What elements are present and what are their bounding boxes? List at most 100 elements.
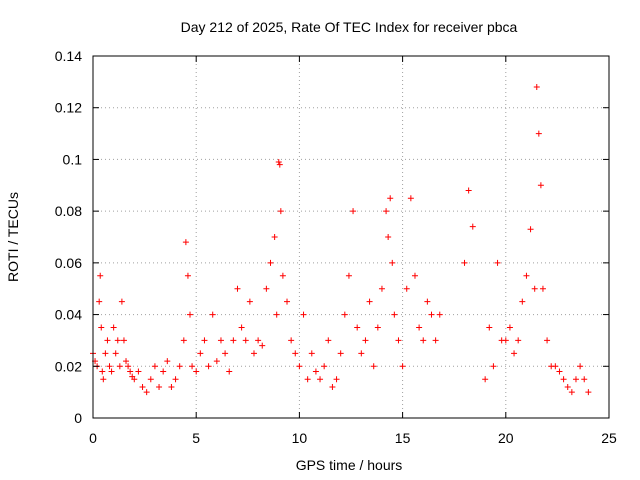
- data-point: [395, 337, 402, 344]
- data-point: [263, 285, 270, 292]
- data-point: [358, 350, 365, 357]
- data-point: [341, 311, 348, 318]
- data-point: [276, 161, 283, 168]
- data-point: [383, 208, 390, 215]
- data-point: [428, 311, 435, 318]
- data-point: [226, 368, 233, 375]
- data-point: [370, 363, 377, 370]
- data-point: [436, 311, 443, 318]
- grid-lines: [93, 56, 609, 418]
- data-point: [321, 363, 328, 370]
- data-point: [222, 350, 229, 357]
- data-point: [104, 337, 111, 344]
- data-point: [581, 376, 588, 383]
- data-point: [490, 363, 497, 370]
- y-tick-label: 0: [74, 410, 82, 426]
- data-point: [399, 363, 406, 370]
- data-point: [308, 350, 315, 357]
- data-point: [234, 285, 241, 292]
- data-point: [300, 311, 307, 318]
- data-point: [533, 84, 540, 91]
- data-point: [288, 337, 295, 344]
- data-point: [552, 363, 559, 370]
- data-point: [98, 324, 105, 331]
- data-point: [556, 368, 563, 375]
- data-point: [389, 259, 396, 266]
- data-point: [568, 389, 575, 396]
- data-point: [246, 298, 253, 305]
- data-point: [317, 376, 324, 383]
- data-point: [184, 272, 191, 279]
- data-point: [110, 324, 117, 331]
- y-tick-label: 0.08: [55, 203, 82, 219]
- data-point: [345, 272, 352, 279]
- data-point: [385, 234, 392, 240]
- data-point: [354, 324, 361, 331]
- chart-title: Day 212 of 2025, Rate Of TEC Index for r…: [181, 19, 518, 35]
- y-tick-label: 0.1: [63, 151, 83, 167]
- data-point: [277, 208, 284, 215]
- data-point: [506, 324, 513, 331]
- y-tick-label: 0.12: [55, 100, 82, 116]
- axis-ticks: 0 5 10 15 20 25 0 0.02 0.04 0.06 0.08 0.1 0.12 0.14: [55, 48, 617, 446]
- data-point: [515, 337, 522, 344]
- data-point: [564, 383, 571, 390]
- data-point: [182, 239, 189, 246]
- x-tick-label: 5: [192, 430, 200, 446]
- data-point: [187, 311, 194, 318]
- data-point: [407, 195, 414, 202]
- data-point: [96, 298, 103, 305]
- data-point: [143, 389, 150, 396]
- data-point: [486, 324, 493, 331]
- data-point: [325, 337, 332, 344]
- data-point: [114, 337, 121, 344]
- data-point: [172, 376, 179, 383]
- data-point: [156, 383, 163, 390]
- data-point: [333, 376, 340, 383]
- data-point: [259, 342, 266, 349]
- data-point: [97, 272, 104, 279]
- data-point: [378, 285, 385, 292]
- data-point: [465, 187, 472, 194]
- data-point: [374, 324, 381, 331]
- data-point: [387, 195, 394, 202]
- data-point: [304, 376, 311, 383]
- data-point: [99, 368, 106, 375]
- data-point: [432, 337, 439, 344]
- data-point: [494, 259, 501, 266]
- y-tick-label: 0.02: [55, 358, 82, 374]
- data-point: [120, 337, 127, 344]
- data-point: [511, 350, 518, 357]
- data-point: [329, 383, 336, 390]
- data-point: [242, 337, 249, 344]
- data-point: [116, 363, 123, 370]
- data-point: [193, 368, 200, 375]
- data-point: [201, 337, 208, 344]
- data-point: [537, 182, 544, 189]
- data-point: [112, 350, 119, 357]
- x-axis-label: GPS time / hours: [296, 457, 403, 473]
- data-point: [420, 337, 427, 344]
- data-point: [250, 350, 257, 357]
- y-tick-label: 0.14: [55, 48, 82, 64]
- data-point: [273, 311, 280, 318]
- data-point: [585, 389, 592, 396]
- data-point: [102, 350, 109, 357]
- data-point: [151, 363, 158, 370]
- data-point: [279, 272, 286, 279]
- data-point: [139, 383, 146, 390]
- data-point: [424, 298, 431, 305]
- x-tick-label: 15: [395, 430, 411, 446]
- data-point: [391, 311, 398, 318]
- data-point: [312, 368, 319, 375]
- data-points: [90, 84, 592, 396]
- data-point: [539, 285, 546, 292]
- data-point: [416, 324, 423, 331]
- data-point: [176, 363, 183, 370]
- data-point: [535, 130, 542, 137]
- data-point: [411, 272, 418, 279]
- data-point: [168, 383, 175, 390]
- x-tick-label: 10: [292, 430, 308, 446]
- data-point: [180, 337, 187, 344]
